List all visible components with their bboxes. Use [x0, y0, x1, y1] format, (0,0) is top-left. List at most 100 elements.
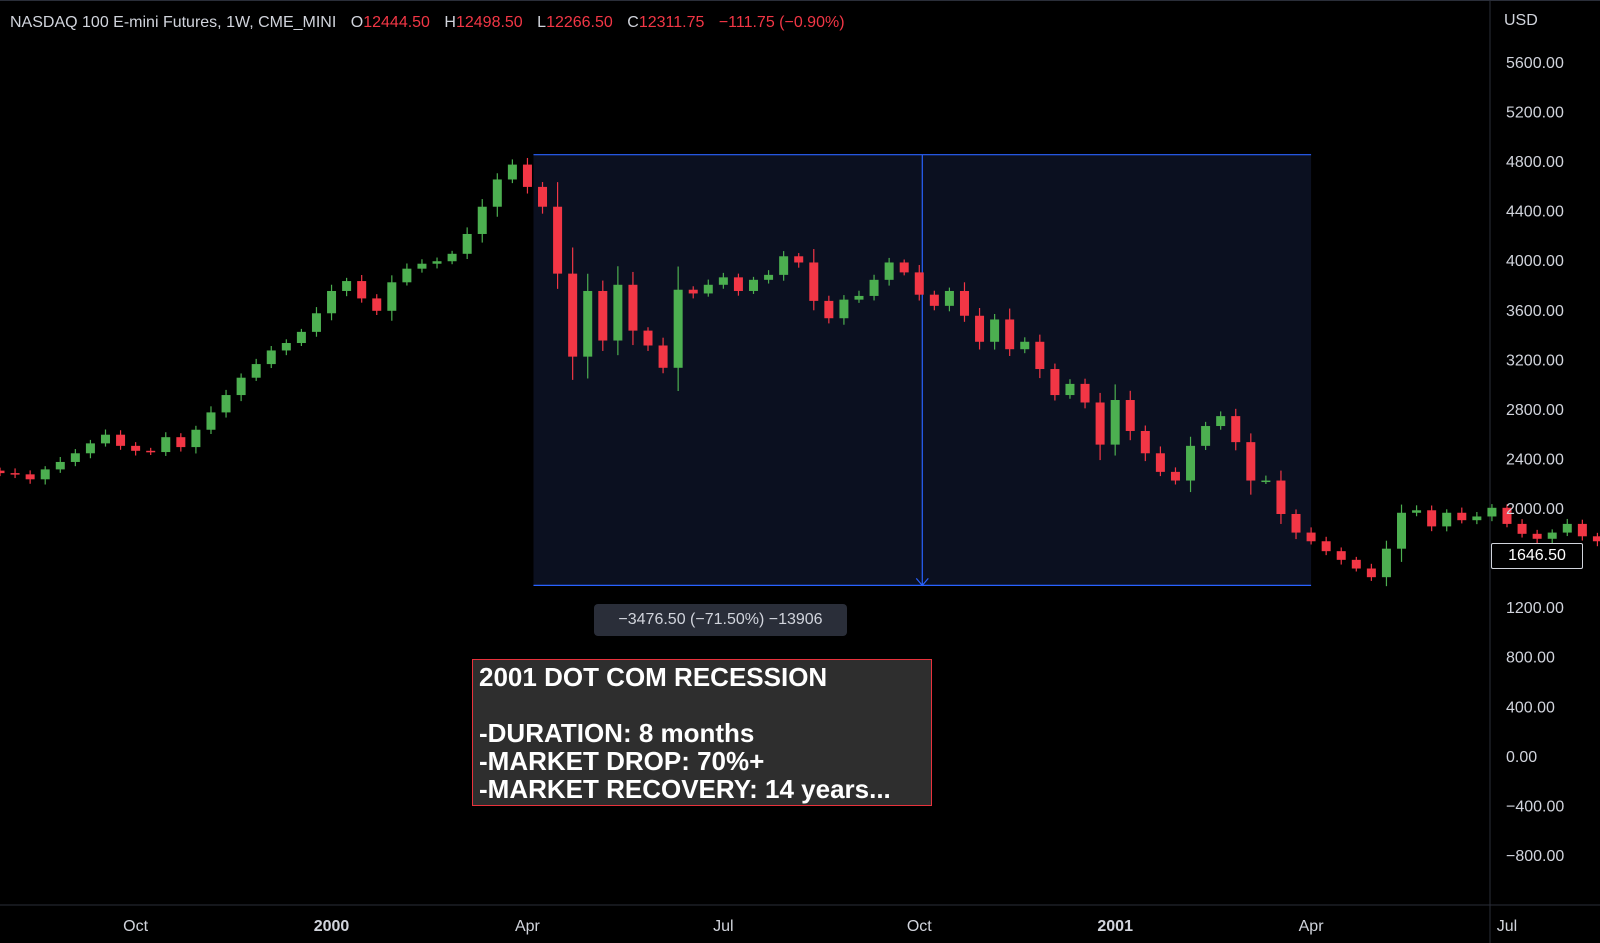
time-tick-label: Oct	[907, 918, 932, 935]
high-label: H	[444, 14, 456, 31]
symbol-title[interactable]: NASDAQ 100 E-mini Futures, 1W, CME_MINI	[10, 14, 337, 31]
candle-body	[688, 289, 698, 294]
time-axis[interactable]: Oct2000AprJulOct2001AprJulOct20	[123, 918, 1600, 935]
candle-body	[568, 273, 578, 357]
candle-body	[1261, 480, 1271, 483]
time-tick-label: Apr	[1299, 918, 1325, 935]
price-tick-label: 2400.00	[1506, 451, 1564, 468]
candle-body	[1201, 426, 1211, 446]
candle-body	[794, 256, 804, 263]
candle-body	[251, 364, 261, 378]
open-label: O	[350, 14, 364, 31]
candle-body	[0, 470, 5, 474]
candle-body	[824, 300, 834, 319]
close-value: 12311.75	[638, 14, 705, 31]
candle-body	[764, 274, 774, 280]
candle-body	[839, 299, 849, 319]
time-tick-label: Jul	[1497, 918, 1517, 935]
price-tick-label: 400.00	[1506, 699, 1555, 716]
price-tick-label: 800.00	[1506, 650, 1555, 667]
candle-body	[70, 453, 80, 462]
candles	[0, 157, 1600, 587]
candle-body	[492, 179, 502, 207]
candle-body	[372, 298, 382, 311]
candle-body	[733, 277, 743, 291]
candle-body	[809, 262, 819, 301]
candle-body	[854, 295, 864, 300]
candle-body	[1170, 471, 1180, 481]
measure-arrow-head	[915, 577, 929, 587]
candle-body	[1035, 341, 1045, 370]
candle-body	[673, 289, 683, 368]
price-tick-label: −400.00	[1506, 798, 1564, 815]
symbol-header: NASDAQ 100 E-mini Futures, 1W, CME_MINI …	[10, 14, 845, 32]
last-price-badge: 1646.50	[1491, 543, 1583, 569]
candle-body	[85, 443, 95, 454]
candle-body	[1442, 512, 1452, 527]
price-tick-label: −800.00	[1506, 848, 1564, 865]
low-label: L	[537, 14, 547, 31]
price-axis[interactable]: 5600.00 5200.00 4800.00 4400.00 4000.00 3600.…	[1506, 55, 1564, 865]
candle-body	[116, 434, 126, 446]
candle-body	[658, 345, 668, 368]
candle-body	[1110, 400, 1120, 445]
candle-body	[990, 319, 1000, 342]
candle-body	[1562, 523, 1572, 533]
candle-body	[1472, 516, 1482, 521]
candle-body	[1457, 512, 1467, 521]
candle-body	[1427, 510, 1437, 527]
candle-body	[583, 290, 593, 357]
candle-body	[146, 450, 156, 453]
candle-body	[477, 206, 487, 234]
candle-body	[266, 350, 276, 365]
candle-body	[1080, 383, 1090, 403]
low-value: 12266.50	[546, 14, 613, 31]
time-tick-label: Apr	[515, 918, 541, 935]
price-tick-label: 3200.00	[1506, 352, 1564, 369]
note-spacer	[479, 691, 925, 719]
candle-body	[387, 282, 397, 311]
candle-body	[1351, 559, 1361, 569]
candle-body	[1487, 507, 1497, 517]
candle-body	[779, 256, 789, 275]
price-tick-label: 0.00	[1506, 749, 1537, 766]
candle-body	[1397, 512, 1407, 549]
candle-body	[598, 290, 608, 341]
candle-body	[327, 290, 337, 314]
candle-body	[40, 469, 50, 480]
candle-body	[628, 284, 638, 331]
candle-body	[869, 279, 879, 296]
candle-body	[929, 294, 939, 306]
time-tick-label: 2001	[1097, 918, 1133, 935]
candle-body	[161, 437, 171, 453]
time-tick-label: Jul	[713, 918, 733, 935]
candle-body	[25, 474, 35, 480]
candle-body	[432, 261, 442, 264]
candle-body	[176, 437, 186, 448]
candle-body	[1186, 445, 1196, 481]
annotation-note[interactable]: 2001 DOT COM RECESSION -DURATION: 8 mont…	[472, 659, 932, 806]
change-value: −111.75 (−0.90%)	[718, 14, 845, 31]
candle-body	[1412, 510, 1422, 513]
candle-body	[402, 268, 412, 283]
candle-body	[447, 253, 457, 262]
candle-body	[959, 290, 969, 316]
candle-body	[914, 272, 924, 295]
measure-tool[interactable]	[533, 154, 1312, 587]
candle-body	[1592, 536, 1600, 542]
candle-body	[1065, 383, 1075, 396]
candle-body	[1050, 369, 1060, 396]
candle-body	[1336, 551, 1346, 560]
candle-body	[1140, 430, 1150, 454]
candle-body	[281, 343, 291, 351]
candle-body	[1155, 453, 1165, 472]
candle-body	[1246, 442, 1256, 481]
candle-body	[191, 429, 201, 448]
currency-label[interactable]: USD	[1504, 12, 1538, 29]
candle-body	[311, 313, 321, 332]
candle-body	[1577, 523, 1587, 537]
candle-body	[1547, 532, 1557, 539]
price-tick-label: 1200.00	[1506, 600, 1564, 617]
